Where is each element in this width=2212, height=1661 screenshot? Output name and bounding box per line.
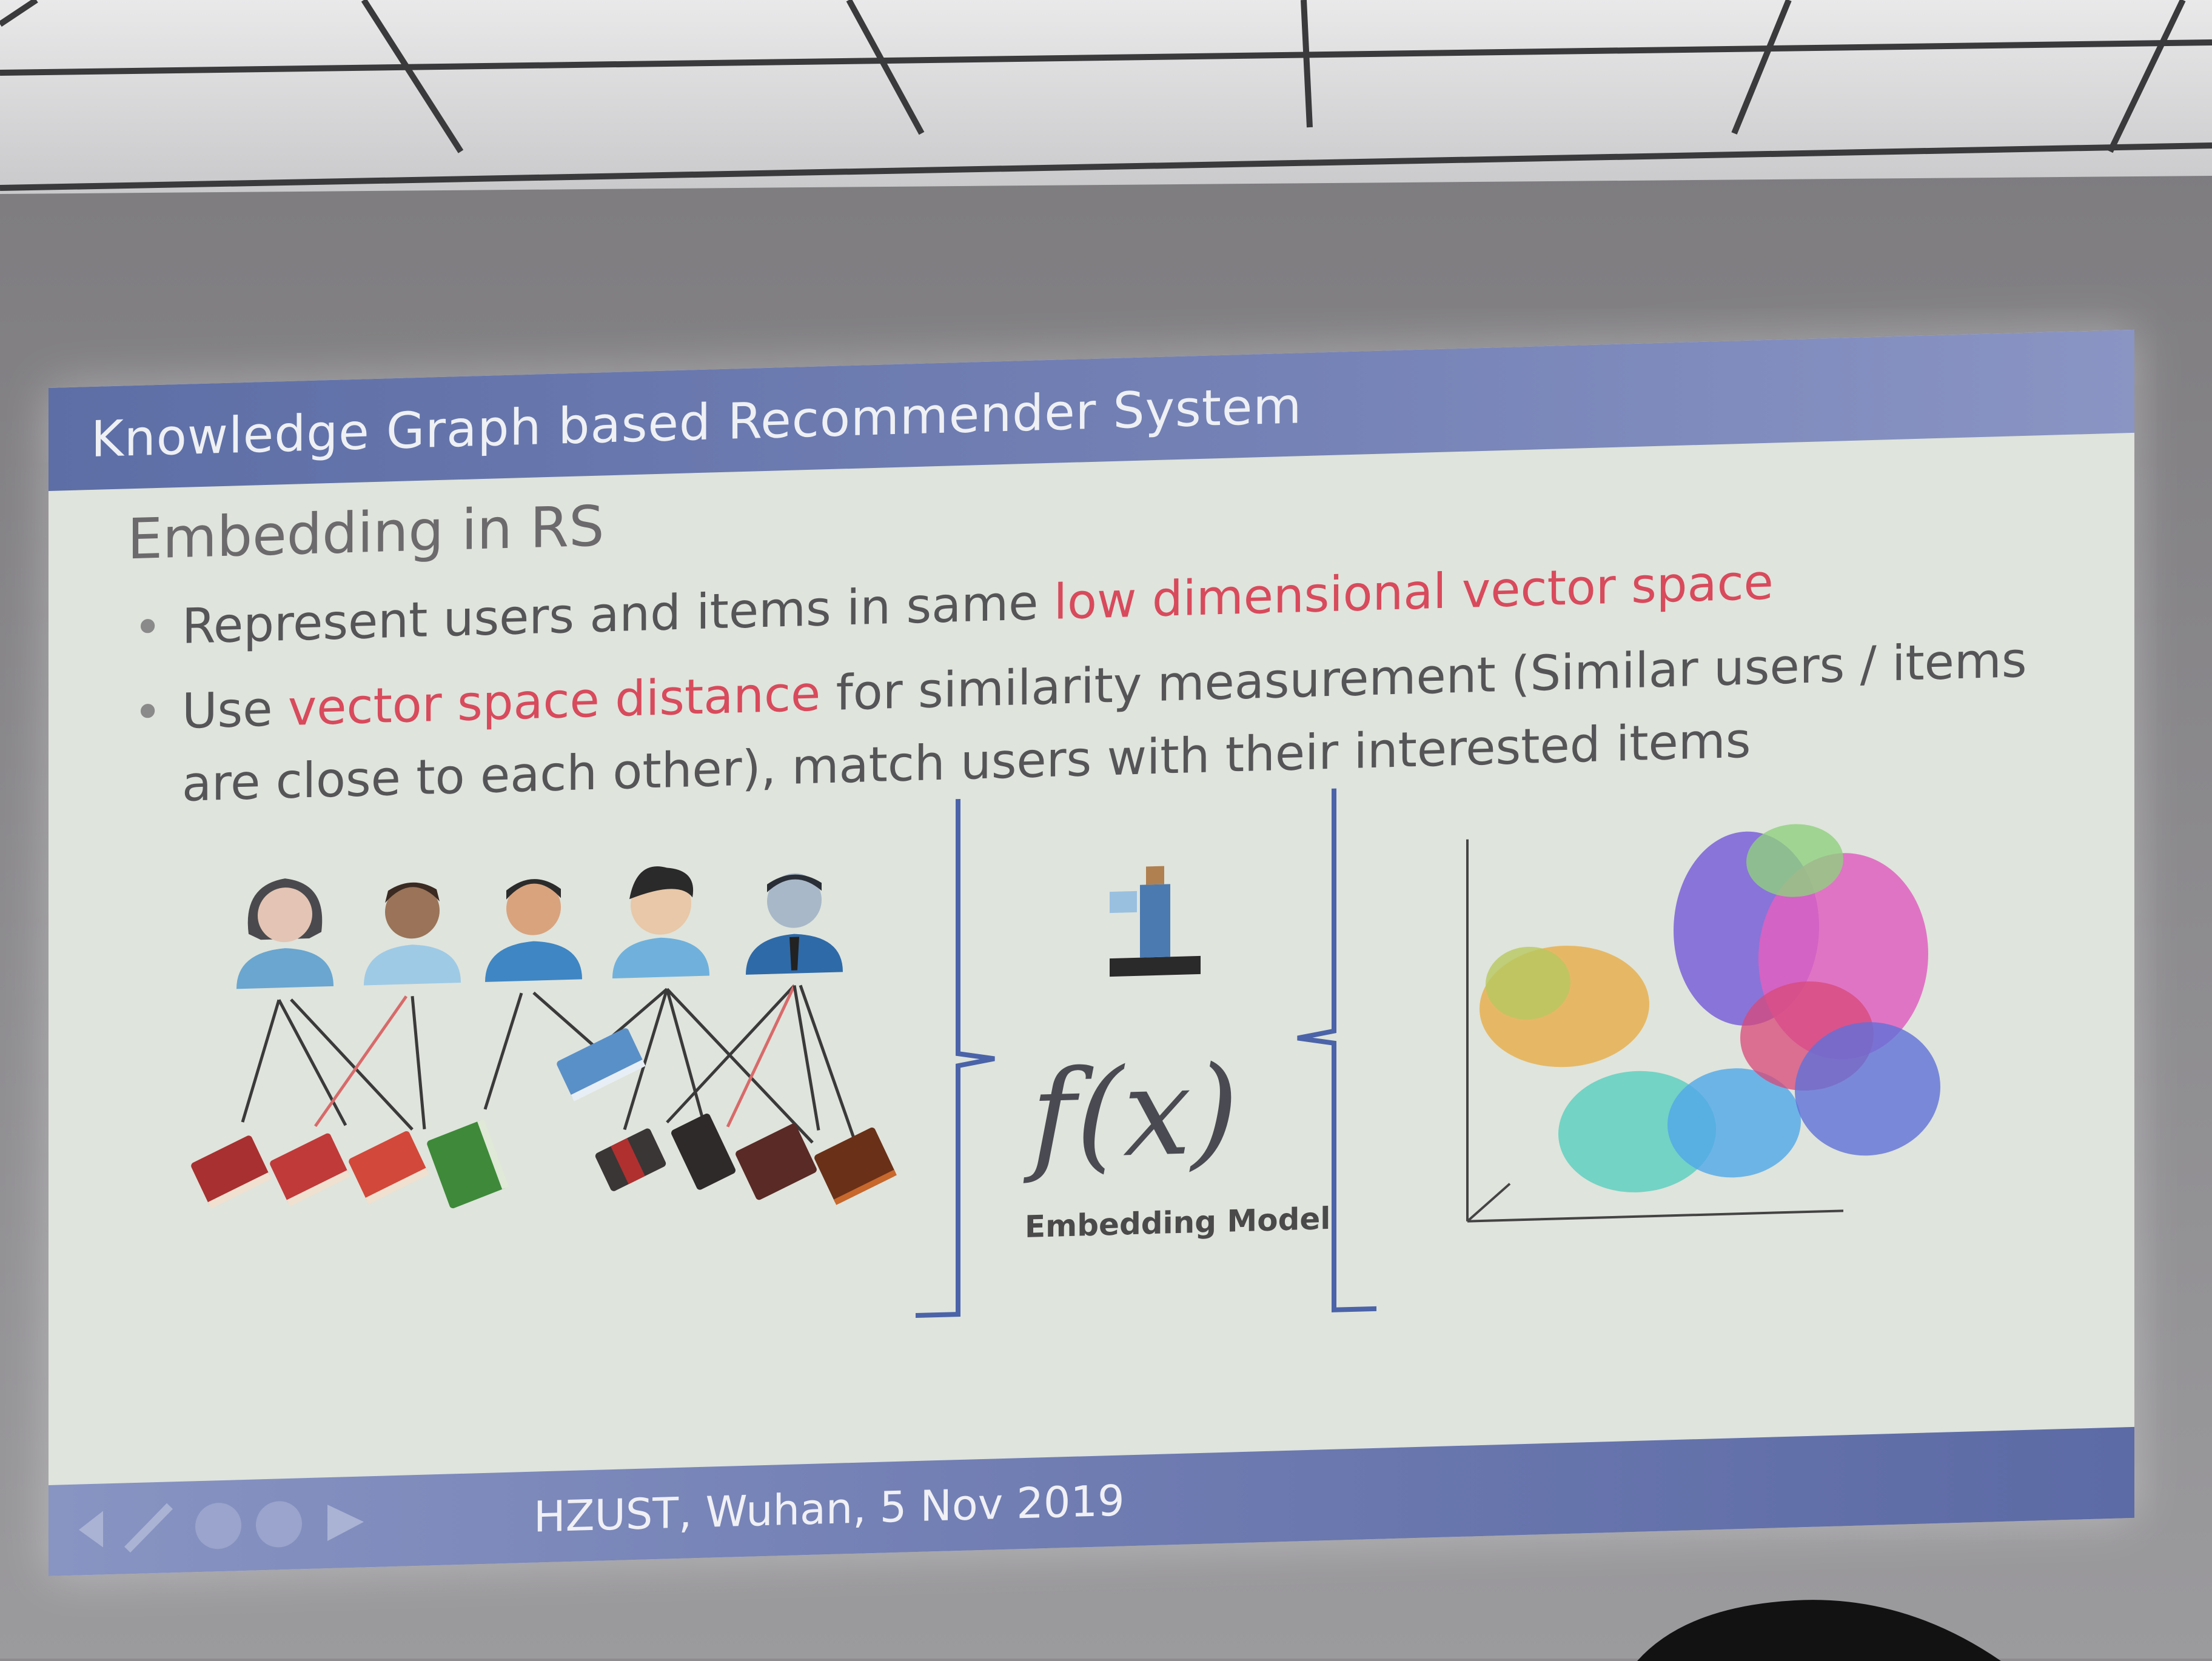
menu-icon[interactable] <box>256 1500 302 1548</box>
bullet-dot-icon: • <box>133 598 163 657</box>
z-axis <box>1466 1183 1511 1223</box>
book-icon <box>814 1128 897 1205</box>
embedding-diagram <box>191 772 1940 1318</box>
bullet-text: Use <box>182 680 288 740</box>
book-icon <box>270 1133 350 1207</box>
items-group <box>191 1028 897 1209</box>
section-title: Embedding in RS <box>127 493 605 572</box>
menu-icon[interactable] <box>195 1502 241 1549</box>
footer-text: HZUST, Wuhan, 5 Nov 2019 <box>534 1476 1125 1542</box>
bullet-dot-icon: • <box>133 683 163 741</box>
slide-footer-bar: HZUST, Wuhan, 5 Nov 2019 <box>49 1426 2134 1576</box>
slide-navigation-controls <box>79 1500 364 1553</box>
previous-icon[interactable] <box>79 1511 103 1548</box>
embedding-function-label: f(x) <box>1031 1040 1239 1187</box>
bullet-highlight: low dimensional vector space <box>1053 553 1774 630</box>
robot-icon <box>1110 866 1201 977</box>
book-icon <box>557 1028 646 1101</box>
user-male-icon <box>612 866 709 979</box>
user-female-icon <box>236 878 333 989</box>
user-male-icon <box>485 879 582 982</box>
user-male-icon <box>746 873 843 975</box>
pen-icon[interactable] <box>124 1503 173 1553</box>
book-icon <box>427 1118 509 1209</box>
audience-head-silhouette <box>1637 1600 2001 1661</box>
embedding-scatter-plot <box>1466 824 1940 1223</box>
slide-title: Knowledge Graph based Recommender System <box>91 377 1302 469</box>
user-item-arrows <box>241 984 857 1144</box>
bullet-highlight: vector space distance <box>287 665 821 737</box>
user-male-icon <box>364 882 461 986</box>
next-icon[interactable] <box>327 1503 364 1542</box>
book-icon <box>191 1135 272 1209</box>
x-axis <box>1467 1209 1843 1223</box>
left-bracket <box>916 790 995 1318</box>
ceiling-grid <box>0 0 2212 191</box>
users-group <box>236 866 843 989</box>
book-icon <box>595 1128 666 1191</box>
book-icon <box>736 1123 817 1200</box>
bullet-text: Represent users and items in same <box>182 573 1054 655</box>
book-icon <box>349 1131 429 1205</box>
presentation-slide: Knowledge Graph based Recommender System… <box>49 329 2134 1576</box>
book-icon <box>671 1114 736 1190</box>
